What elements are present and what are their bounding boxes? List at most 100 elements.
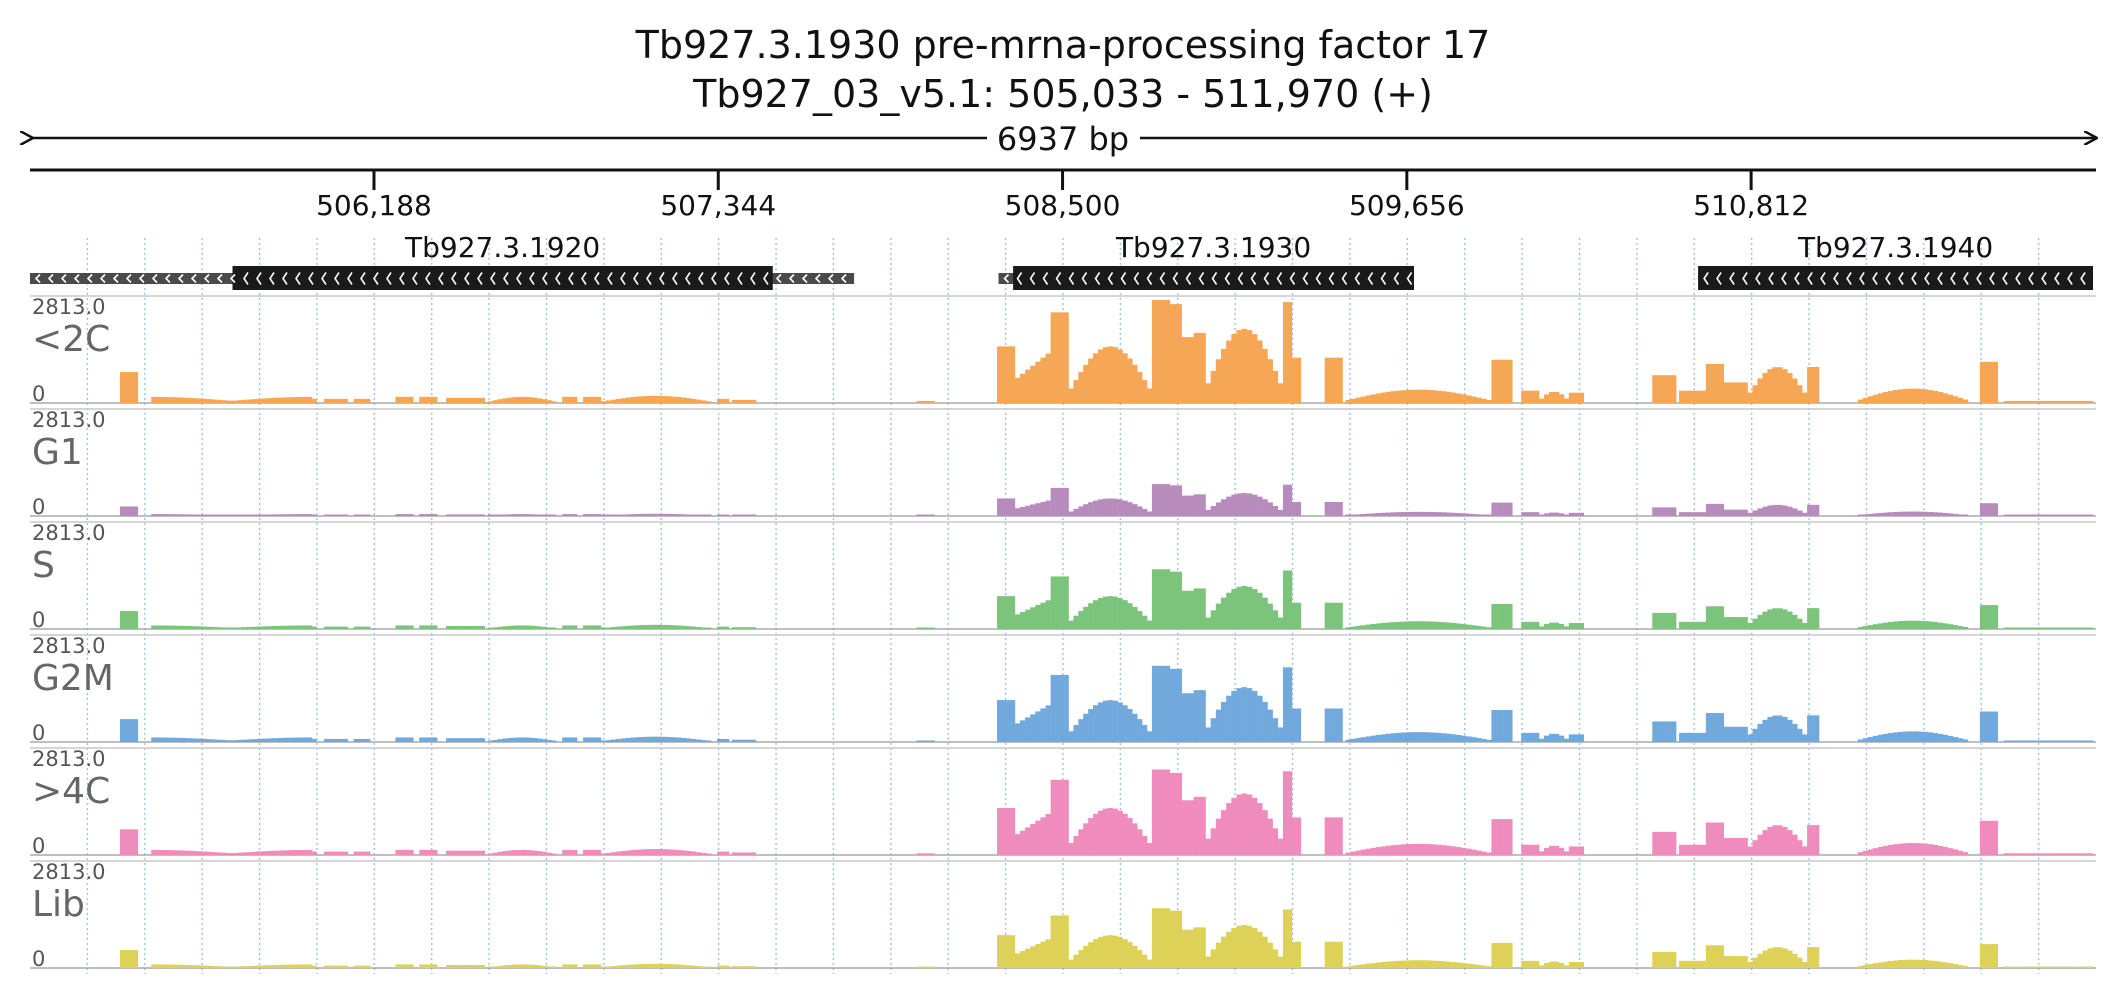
- coverage-bar: [1962, 514, 1969, 516]
- coverage-bar: [1558, 394, 1565, 403]
- coverage-bar: [1544, 624, 1550, 629]
- strand-chevron: [490, 272, 496, 285]
- coverage-bar: [261, 514, 268, 516]
- coverage-bar: [2008, 514, 2014, 516]
- coverage-bar: [1160, 908, 1166, 968]
- coverage-bar: [596, 514, 602, 516]
- coverage-bar: [1175, 772, 1182, 855]
- coverage-bar: [526, 737, 533, 742]
- coverage-bar: [1390, 961, 1397, 968]
- coverage-bar: [236, 400, 242, 403]
- coverage-bar: [551, 853, 557, 855]
- coverage-bar: [1064, 674, 1069, 742]
- coverage-bar: [1937, 622, 1944, 629]
- x-tick-label: 508,500: [1005, 189, 1121, 222]
- coverage-bar: [364, 626, 371, 629]
- strand-chevron: [203, 273, 210, 284]
- coverage-bar: [661, 395, 667, 403]
- coverage-bar: [925, 740, 931, 742]
- coverage-bar: [1521, 732, 1526, 742]
- coverage-bar: [610, 399, 617, 403]
- coverage-bar: [241, 966, 248, 968]
- coverage-bar: [1710, 713, 1716, 742]
- coverage-bar: [1747, 392, 1753, 403]
- coverage-bar: [1887, 390, 1894, 403]
- coverage-bar: [323, 851, 330, 855]
- coverage-bar: [1262, 810, 1268, 855]
- coverage-bar: [1010, 807, 1016, 855]
- coverage-bar: [1441, 391, 1447, 403]
- coverage-bar: [1088, 358, 1094, 403]
- coverage-bar: [1548, 733, 1555, 742]
- coverage-bar: [1747, 734, 1753, 742]
- coverage-bar: [1738, 617, 1744, 629]
- coverage-bar: [133, 372, 139, 403]
- coverage-bar: [1558, 847, 1565, 855]
- coverage-bar: [1055, 674, 1060, 742]
- coverage-bar: [307, 849, 313, 855]
- coverage-bar: [591, 964, 597, 968]
- coverage-bar: [1333, 501, 1339, 516]
- coverage-bar: [2043, 966, 2049, 968]
- coverage-bar: [1064, 915, 1069, 968]
- coverage-bar: [1151, 569, 1157, 629]
- coverage-bar: [587, 514, 593, 516]
- coverage-bar: [1390, 391, 1397, 403]
- strand-chevron: [737, 272, 743, 285]
- coverage-bar: [507, 850, 513, 855]
- coverage-bar: [1451, 846, 1457, 855]
- coverage-bar: [1045, 705, 1051, 742]
- coverage-bar: [176, 625, 182, 629]
- coverage-bar: [343, 514, 349, 516]
- coverage-bar: [475, 514, 481, 516]
- coverage-bar: [1902, 511, 1909, 516]
- coverage-bar: [1887, 844, 1894, 855]
- coverage-bar: [1679, 960, 1685, 968]
- strand-chevron: [724, 272, 730, 285]
- coverage-bar: [1719, 822, 1725, 855]
- coverage-bar: [465, 850, 471, 855]
- strand-chevron: [1950, 272, 1956, 285]
- strand-chevron: [164, 273, 171, 284]
- coverage-bar: [1738, 956, 1744, 968]
- coverage-bar: [591, 737, 597, 742]
- coverage-bar: [296, 396, 303, 403]
- coverage-bar: [176, 514, 182, 516]
- track-name-label: S: [32, 545, 55, 586]
- coverage-bar: [1695, 960, 1701, 968]
- coverage-bar: [1988, 944, 1994, 968]
- coverage-bar: [507, 514, 513, 516]
- coverage-bar: [246, 514, 253, 516]
- coverage-bar: [256, 626, 263, 629]
- strand-chevron: [386, 272, 392, 285]
- coverage-bar: [1952, 625, 1959, 629]
- coverage-bar: [681, 625, 687, 629]
- coverage-bar: [1291, 501, 1297, 516]
- coverage-bar: [1767, 505, 1773, 516]
- coverage-bar: [1917, 620, 1924, 629]
- coverage-bar: [1257, 803, 1263, 855]
- coverage-bar: [176, 850, 182, 855]
- coverage-bar: [1395, 621, 1402, 629]
- track-max-label: 2813.0: [32, 521, 105, 545]
- coverage-bar: [1862, 514, 1869, 516]
- coverage-bar: [1757, 723, 1763, 742]
- coverage-bar: [1719, 363, 1725, 403]
- coverage-bar: [696, 399, 702, 403]
- coverage-bar: [1355, 850, 1361, 855]
- coverage-bar: [1436, 732, 1442, 742]
- coverage-bar: [455, 965, 461, 968]
- coverage-bar: [196, 851, 202, 855]
- coverage-bar: [323, 965, 330, 968]
- coverage-bar: [546, 966, 552, 968]
- coverage-bar: [541, 514, 547, 516]
- coverage-bar: [181, 850, 187, 855]
- coverage-bar: [1882, 845, 1889, 855]
- coverage-bar: [328, 514, 334, 516]
- coverage-bar: [246, 399, 253, 403]
- coverage-bar: [1491, 942, 1497, 968]
- coverage-bar: [1068, 959, 1074, 968]
- track-1: 2813.0<2C0: [30, 295, 2096, 406]
- coverage-bar: [231, 853, 237, 855]
- coverage-bar: [1146, 959, 1153, 968]
